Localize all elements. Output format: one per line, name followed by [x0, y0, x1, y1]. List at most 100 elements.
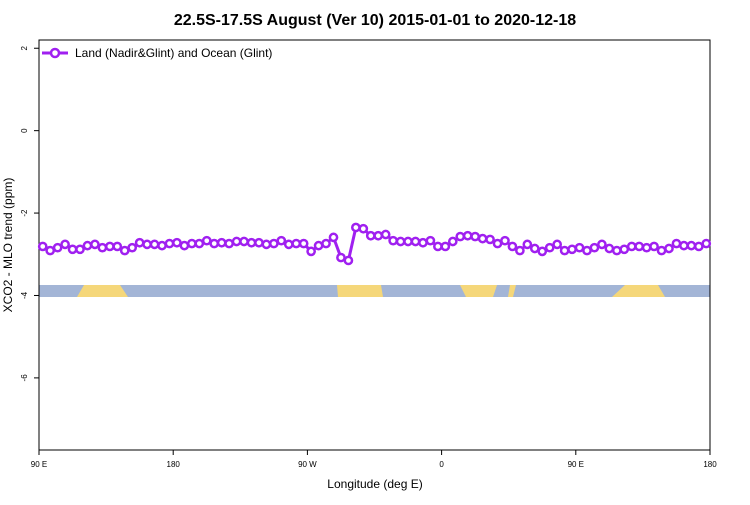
- x-tick-label: 90 E: [568, 460, 584, 469]
- legend-label: Land (Nadir&Glint) and Ocean (Glint): [75, 46, 272, 60]
- data-point: [380, 229, 391, 240]
- data-point: [515, 245, 525, 256]
- data-point: [194, 238, 205, 249]
- data-point: [485, 234, 495, 245]
- data-point: [283, 239, 294, 250]
- data-point: [216, 237, 227, 248]
- data-point: [104, 241, 115, 252]
- data-point: [254, 237, 264, 248]
- x-axis-label: Longitude (deg E): [327, 477, 422, 491]
- data-point: [455, 231, 466, 242]
- data-point: [529, 243, 540, 254]
- data-point: [365, 230, 376, 241]
- data-point: [619, 244, 630, 255]
- data-point: [373, 230, 384, 241]
- data-point: [395, 236, 406, 247]
- data-point: [149, 239, 160, 250]
- data-point: [298, 238, 309, 249]
- y-tick-label: -4: [20, 291, 29, 299]
- data-point: [634, 241, 645, 252]
- data-point: [37, 241, 48, 252]
- x-tick-label: 180: [703, 460, 717, 469]
- data-point: [336, 252, 346, 263]
- data-point: [559, 245, 570, 256]
- data-point: [433, 241, 443, 252]
- data-point: [313, 240, 324, 251]
- y-tick-label: -6: [20, 374, 29, 382]
- data-point: [112, 241, 123, 252]
- x-tick-label: 0: [439, 460, 444, 469]
- data-point: [410, 236, 421, 247]
- data-point: [231, 236, 242, 247]
- data-point: [470, 231, 480, 242]
- data-point: [537, 246, 548, 257]
- data-point: [82, 240, 93, 251]
- data-point: [321, 238, 331, 249]
- data-point: [351, 222, 361, 233]
- data-point: [418, 237, 428, 248]
- data-point: [500, 235, 510, 246]
- x-tick-label: 90 W: [298, 460, 317, 469]
- data-point: [201, 235, 212, 246]
- data-point: [597, 239, 607, 250]
- data-point: [209, 238, 220, 249]
- data-point: [589, 242, 600, 253]
- data-point: [172, 237, 182, 248]
- data-point: [649, 241, 659, 252]
- data-point: [269, 238, 279, 249]
- data-point: [693, 241, 704, 252]
- data-point: [701, 238, 712, 249]
- data-point: [75, 244, 85, 255]
- data-point: [552, 239, 563, 250]
- data-point: [626, 241, 637, 252]
- data-point: [582, 245, 592, 256]
- data-point: [127, 242, 138, 253]
- data-point: [52, 242, 63, 253]
- data-point: [134, 237, 145, 248]
- data-point: [179, 240, 190, 251]
- data-point: [574, 242, 585, 253]
- data-point: [45, 245, 56, 256]
- data-point: [291, 238, 302, 249]
- data-point: [522, 239, 533, 250]
- data-point: [679, 240, 689, 251]
- data-point: [686, 240, 697, 251]
- data-point: [507, 241, 518, 252]
- data-point: [656, 245, 667, 256]
- data-point: [164, 238, 175, 249]
- data-point: [343, 255, 354, 266]
- y-tick-label: 0: [20, 128, 29, 133]
- data-point: [142, 239, 152, 250]
- data-point: [276, 235, 287, 246]
- y-tick-label: 2: [20, 45, 29, 50]
- data-point: [261, 239, 272, 250]
- x-tick-label: 180: [167, 460, 181, 469]
- data-point: [641, 242, 652, 253]
- data-point: [492, 238, 503, 249]
- data-point: [611, 245, 622, 256]
- data-point: [358, 223, 369, 234]
- data-point: [157, 240, 167, 251]
- data-point: [403, 236, 413, 247]
- data-point: [388, 235, 398, 246]
- data-point: [60, 239, 70, 250]
- y-tick-label: -2: [20, 209, 29, 217]
- data-point: [67, 244, 78, 255]
- y-axis-label: XCO2 - MLO trend (ppm): [1, 178, 15, 313]
- data-point: [440, 241, 451, 252]
- data-point: [567, 244, 577, 255]
- data-point: [447, 236, 458, 247]
- data-point: [604, 243, 615, 254]
- data-point: [97, 242, 108, 253]
- data-point: [544, 242, 555, 253]
- data-point: [425, 235, 436, 246]
- data-point: [671, 238, 682, 249]
- data-point: [306, 246, 316, 257]
- data-point: [462, 230, 473, 241]
- data-point: [186, 238, 197, 249]
- data-point: [246, 237, 257, 248]
- data-point: [664, 243, 674, 254]
- data-point: [477, 233, 488, 244]
- data-point: [328, 232, 339, 243]
